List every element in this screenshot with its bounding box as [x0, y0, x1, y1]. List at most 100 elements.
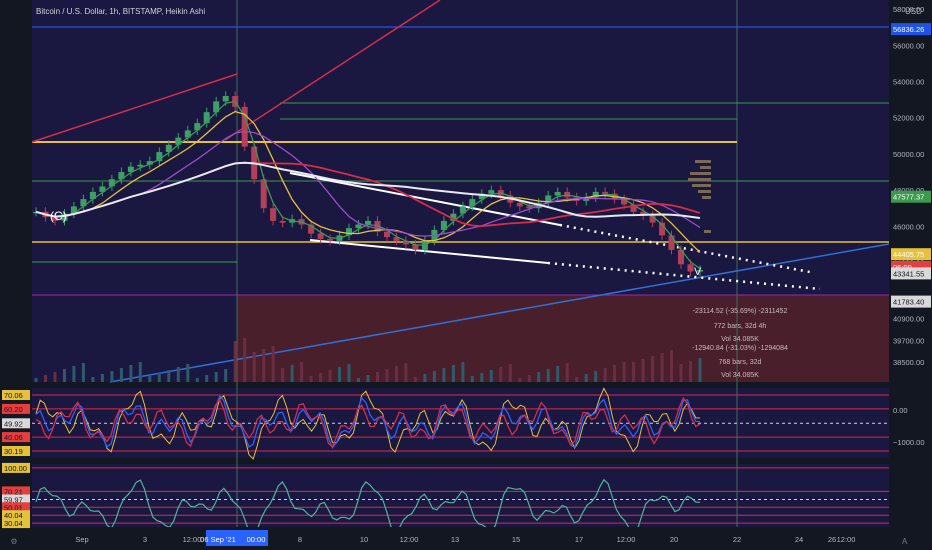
price-tick: 39700.00: [893, 336, 924, 345]
candle-body: [222, 96, 229, 102]
volume-bar: [423, 374, 427, 382]
osc-level-badge: [2, 403, 30, 414]
volume-bar: [395, 366, 398, 382]
volume-bar: [698, 358, 702, 382]
candle-body: [659, 222, 666, 236]
time-tick: 8: [298, 535, 302, 544]
volume-bar: [34, 378, 38, 382]
volume-bar: [357, 378, 360, 382]
candle-body: [478, 193, 485, 200]
chart-title: Bitcoin / U.S. Dollar, 1h, BITSTAMP, Hei…: [36, 7, 205, 16]
osc-axis-tick: 0.00: [893, 406, 908, 415]
price-tick: 46000.00: [893, 222, 924, 231]
candle-body: [440, 220, 447, 230]
osc-level-label: 70.06: [4, 391, 23, 400]
time-tick: Sep: [75, 535, 88, 544]
volume-bar: [195, 378, 199, 382]
osc-level-label: 100.00: [4, 464, 27, 473]
oscillator-1: 70.06 60.20 49.92 40.06 30.19 0.00 −1000.00: [2, 387, 925, 460]
auto-scale-icon[interactable]: A: [902, 537, 908, 546]
volume-bar: [63, 369, 66, 382]
volume-bar: [214, 372, 218, 382]
price-badges: 56836.2647577.3744405.7543588.1506:00433…: [891, 23, 931, 308]
price-tick: 58000.00: [893, 5, 924, 14]
candle-body: [146, 161, 153, 165]
volume-bar: [366, 375, 370, 382]
white-channel-top-projected: [559, 223, 811, 274]
candle-body: [649, 215, 656, 223]
candle-body: [402, 240, 409, 245]
measure-text: Vol 34.085K: [721, 372, 759, 379]
candle-body: [108, 179, 115, 187]
volume-bar: [271, 346, 275, 382]
osc-level-label: 30.04: [4, 519, 23, 528]
candle-body: [640, 211, 647, 216]
osc-level-label: 60.20: [4, 405, 23, 414]
candle-body: [279, 220, 286, 223]
price-tick: 50000.00: [893, 150, 924, 159]
candle-body: [602, 191, 609, 194]
candle-body: [365, 220, 371, 225]
candle-body: [203, 112, 210, 124]
time-tick: 22: [733, 535, 741, 544]
osc-level-label: 70.21: [4, 487, 23, 496]
white-channel-top: [289, 172, 561, 226]
candle-body: [630, 204, 637, 212]
volume-bar: [404, 363, 408, 382]
volume-bar: [470, 376, 474, 382]
candle-body: [592, 191, 599, 198]
osc-level-badge: [2, 446, 30, 456]
candle-body: [678, 249, 684, 265]
wave-c-label: (C): [50, 209, 67, 223]
volume-bar: [262, 349, 266, 382]
measure-text: -23114.52 (-35.69%) -2311452: [693, 308, 788, 315]
price-badge-bg: [891, 190, 931, 203]
candle-body: [165, 144, 172, 152]
volume-bar: [119, 368, 123, 382]
candle-body: [545, 195, 552, 203]
candle-body: [317, 233, 324, 239]
candle-body: [393, 237, 400, 241]
settings-icon[interactable]: ⚙: [10, 537, 17, 546]
osc-level-label: 59.97: [4, 496, 23, 505]
volume-bar: [72, 366, 76, 382]
candle-body: [80, 199, 87, 207]
measure-text: 772 bars, 32d 4h: [714, 323, 767, 330]
price-tick: 52000.00: [893, 114, 924, 123]
volume-bar: [622, 362, 626, 382]
volume-bar: [224, 369, 228, 382]
time-axis[interactable]: [32, 527, 889, 550]
candle-body: [526, 206, 533, 209]
volume-bar: [385, 369, 389, 382]
volume-bar: [328, 370, 332, 382]
candle-body: [621, 199, 628, 205]
volume-bar: [319, 373, 323, 382]
time-tick: 3: [143, 535, 147, 544]
candle-body: [260, 179, 267, 209]
time-axis-highlight: [206, 530, 268, 546]
volume-bar: [233, 341, 237, 382]
volume-bar: [556, 366, 560, 382]
volume-bars: [34, 338, 702, 382]
candle-body: [118, 172, 125, 180]
volume-bar: [157, 373, 161, 382]
blue-trendline: [109, 243, 890, 383]
candle-body: [346, 228, 352, 236]
osc-level-label: 30.19: [4, 447, 23, 456]
price-badge-label: 47577.37: [893, 193, 924, 202]
time-tick: 15: [512, 535, 520, 544]
price-tick: 54000.00: [893, 78, 924, 87]
time-tick: 10: [360, 535, 368, 544]
red-trendline: [31, 73, 238, 143]
volume-bar: [300, 362, 304, 382]
price-badge-bg: [891, 248, 931, 261]
price-badge-bg: [891, 23, 931, 36]
price-badge: 41783.40: [891, 295, 931, 308]
ma-medium: [35, 110, 701, 253]
candle-body: [241, 106, 248, 147]
red-trendline: [224, 0, 441, 141]
